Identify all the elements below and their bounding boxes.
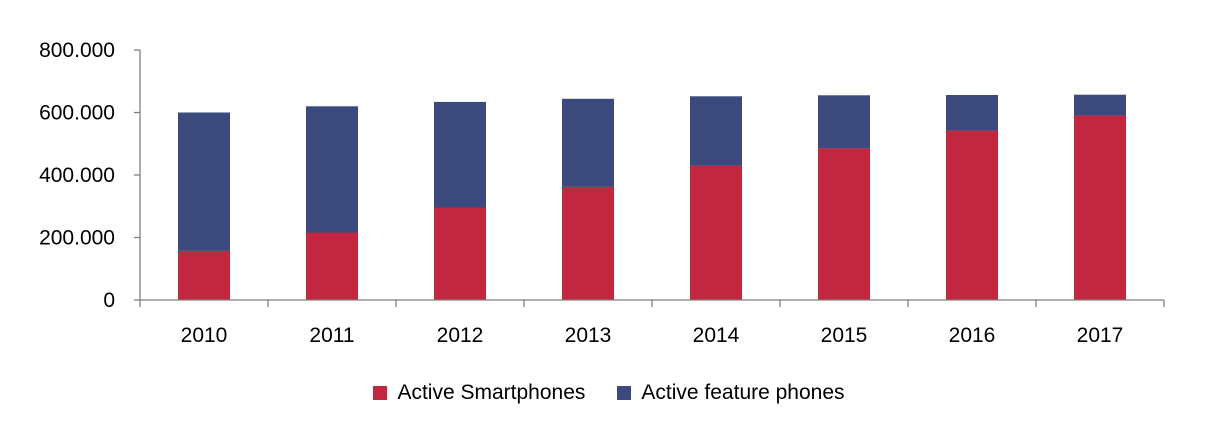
x-axis: 2010 2011 2012 2013 2014 2015 2016 2017 (139, 299, 1165, 347)
legend-label-smartphones: Active Smartphones (397, 381, 586, 404)
y-tick-label: 400.000 (39, 164, 115, 187)
bar-2012-smartphones (434, 207, 486, 300)
bar-2017-feature-phones (1074, 94, 1126, 116)
bar-2016-smartphones (946, 130, 998, 300)
bar-2015-feature-phones (818, 95, 870, 149)
bar-2014-feature-phones (690, 96, 742, 166)
x-tick-label: 2015 (821, 324, 868, 347)
bar-2014-smartphones (690, 165, 742, 300)
x-tick-label: 2014 (693, 324, 740, 347)
y-tick-label: 600.000 (39, 102, 115, 125)
y-tick-label: 0 (103, 289, 115, 312)
y-tick-label: 800.000 (39, 39, 115, 62)
bar-2013-smartphones (562, 186, 614, 300)
x-tick-label: 2017 (1077, 324, 1124, 347)
y-axis: 0 200.000 400.000 600.000 800.000 (39, 39, 141, 312)
x-tick-label: 2010 (181, 324, 228, 347)
bar-2016-feature-phones (946, 95, 998, 131)
legend-swatch-feature-phones (617, 386, 632, 400)
bar-2017-smartphones (1074, 115, 1126, 300)
bar-2010-feature-phones (178, 112, 230, 251)
y-tick-label: 200.000 (39, 227, 115, 250)
bar-2011-smartphones (306, 232, 358, 300)
x-tick-label: 2012 (437, 324, 484, 347)
x-tick-label: 2013 (565, 324, 612, 347)
bar-2012-feature-phones (434, 101, 486, 208)
bar-2010-smartphones (178, 250, 230, 300)
bar-2015-smartphones (818, 148, 870, 300)
bar-2011-feature-phones (306, 106, 358, 233)
legend-item-feature-phones: Active feature phones (617, 381, 845, 405)
x-tick-label: 2011 (309, 324, 354, 347)
legend-item-smartphones: Active Smartphones (373, 381, 585, 405)
legend: Active Smartphones Active feature phones (0, 378, 1218, 408)
bars-group (178, 94, 1126, 300)
legend-label-feature-phones: Active feature phones (641, 381, 845, 404)
bar-2013-feature-phones (562, 98, 614, 187)
legend-swatch-smartphones (373, 386, 388, 400)
x-tick-label: 2016 (949, 324, 996, 347)
